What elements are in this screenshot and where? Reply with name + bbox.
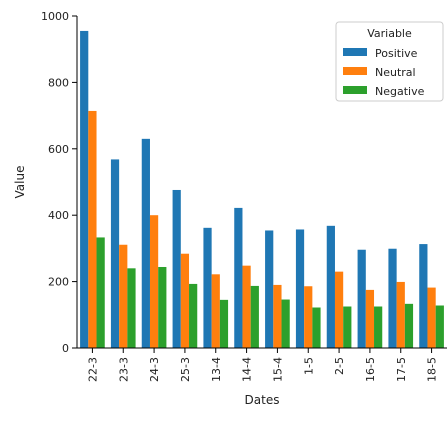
bar-negative-18-5 [435,305,444,348]
x-tick-label: 1-5 [302,357,315,375]
x-tick-label: 17-5 [395,357,408,382]
bar-neutral-13-4 [211,274,220,348]
bar-neutral-22-3 [88,110,97,348]
bar-positive-18-5 [419,244,428,348]
bar-negative-1-5 [312,307,321,348]
x-tick-label: 23-3 [117,357,130,382]
axes-layer [76,16,447,349]
legend-swatch-neutral [343,67,367,75]
bar-positive-16-5 [357,249,366,348]
bar-negative-24-3 [158,266,167,348]
bar-positive-25-3 [172,189,181,348]
bar-positive-17-5 [388,248,397,348]
bar-positive-23-3 [110,159,120,348]
bar-positive-13-4 [203,227,212,348]
legend-label-positive: Positive [375,47,418,60]
bar-neutral-14-4 [242,265,251,348]
x-tick-label: 15-4 [271,357,284,382]
bar-positive-15-4 [265,230,274,348]
bar-negative-22-3 [96,237,105,348]
y-tick-label: 0 [62,342,69,355]
bar-negative-14-4 [250,285,259,348]
bar-neutral-25-3 [180,253,190,348]
x-tick-label: 14-4 [241,357,254,382]
y-tick-label: 800 [48,76,69,89]
legend-label-negative: Negative [375,85,425,98]
bar-neutral-23-3 [119,244,128,348]
bar-neutral-17-5 [396,281,405,348]
legend: Variable Positive Neutral Negative [335,21,444,102]
x-tick-label: 13-4 [210,357,223,382]
bar-neutral-18-5 [427,287,436,348]
bar-negative-17-5 [404,303,414,348]
legend-items: Positive Neutral Negative [343,47,425,98]
x-tick-label: 18-5 [426,357,439,382]
x-axis-label: Dates [245,393,280,407]
y-ticks: 0 200 400 600 800 1000 [41,10,77,355]
x-tick-label: 16-5 [364,357,377,382]
y-tick-label: 600 [48,143,69,156]
legend-title: Variable [367,27,412,40]
bars-layer [80,30,444,348]
legend-box [335,21,444,102]
bar-positive-14-4 [234,207,243,348]
y-tick-label: 1000 [41,10,69,23]
x-tick-label: 22-3 [86,357,99,382]
legend-swatch-positive [343,48,367,56]
x-ticks: 22-3 23-3 24-3 25-3 13-4 14-4 15-4 1-5 2-5 16-5 17… [86,348,439,382]
legend-label-neutral: Neutral [375,66,416,79]
bar-negative-23-3 [127,268,136,348]
y-tick-label: 200 [48,276,69,289]
bar-negative-13-4 [219,299,229,348]
bar-negative-16-5 [374,306,383,348]
bar-negative-25-3 [189,283,198,348]
bar-neutral-24-3 [149,215,159,348]
x-tick-label: 24-3 [148,357,161,382]
bar-negative-2-5 [343,306,352,348]
y-tick-label: 400 [48,209,69,222]
y-axis-label: Value [13,166,27,199]
bar-neutral-15-4 [273,284,282,348]
x-tick-label: 25-3 [179,357,192,382]
bar-positive-22-3 [80,30,89,348]
x-tick-label: 2-5 [333,357,346,375]
bar-neutral-1-5 [304,286,313,348]
legend-swatch-negative [343,86,367,94]
bar-positive-24-3 [141,138,150,348]
bar-positive-1-5 [295,229,305,348]
bar-negative-15-4 [281,299,290,348]
bar-neutral-2-5 [334,271,344,348]
bar-neutral-16-5 [365,289,375,348]
bar-positive-2-5 [326,225,335,348]
